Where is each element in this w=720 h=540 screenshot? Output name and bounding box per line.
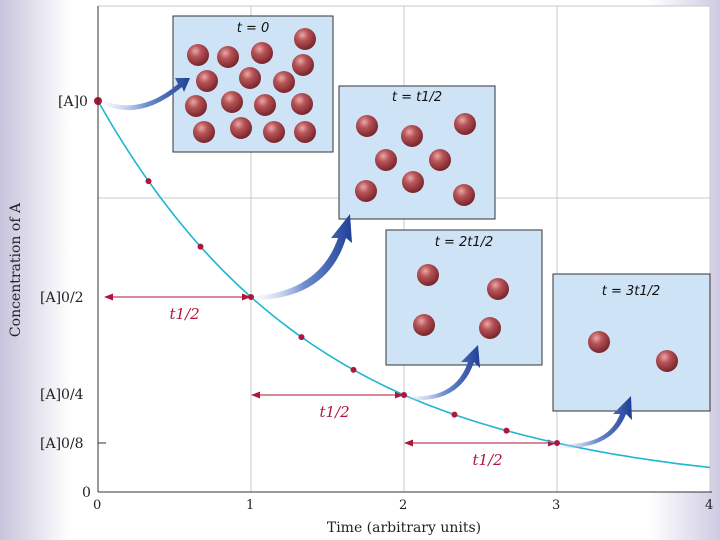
- snapshot-box-3t-half: t = 3t1/2: [552, 273, 711, 412]
- half-life-interval: t1/2: [404, 439, 557, 469]
- snapshot-label-t0: t = 0: [237, 21, 270, 36]
- snapshot-box-t-half: t = t1/2: [338, 85, 496, 220]
- arrow-to-t0: [102, 78, 190, 111]
- snapshot-label-2t-half: t = 2t1/2: [435, 235, 494, 250]
- curve-marker: [298, 334, 305, 341]
- half-life-interval: t1/2: [104, 293, 251, 323]
- half-life-interval: t1/2: [251, 391, 404, 421]
- curve-marker: [503, 427, 510, 434]
- particles-t-half: [355, 113, 476, 206]
- snapshot-box-2t-half: t = 2t1/2: [385, 229, 543, 366]
- x-tick-label-0: 0: [93, 498, 101, 513]
- y-axis-title: Concentration of A: [8, 202, 24, 337]
- curve-marker: [401, 392, 407, 398]
- curve-marker: [197, 243, 204, 250]
- curve-marker: [554, 440, 560, 446]
- x-axis-title: Time (arbitrary units): [327, 520, 481, 536]
- arrow-to-t-half: [256, 214, 352, 300]
- curve-marker: [350, 366, 357, 373]
- half-life-intervals: t1/2 t1/2 t1/2: [104, 293, 557, 469]
- curve-marker: [451, 411, 458, 418]
- curve-marker: [145, 178, 152, 185]
- y-tick-label-1: [A]0/2: [40, 290, 84, 306]
- x-tick-label-2: 2: [399, 498, 407, 513]
- particles-t0: [185, 28, 316, 143]
- arrow-to-3t-half: [560, 396, 632, 449]
- y-tick-label-0: [A]0: [58, 94, 88, 110]
- y-tick-label-2: [A]0/4: [40, 387, 84, 403]
- snapshot-arrows: [102, 78, 632, 449]
- arrow-to-2t-half: [408, 345, 480, 401]
- x-tick-label-4: 4: [705, 498, 713, 513]
- half-life-label: t1/2: [170, 305, 200, 323]
- particles-2t-half: [413, 264, 509, 339]
- snapshot-label-t-half: t = t1/2: [392, 90, 442, 105]
- x-tick-label-1: 1: [246, 498, 254, 513]
- curve-markers: [94, 97, 560, 446]
- half-life-label: t1/2: [320, 403, 350, 421]
- particles-3t-half: [588, 331, 678, 372]
- x-tick-label-3: 3: [552, 498, 560, 513]
- snapshot-box-t0: t = 0: [172, 15, 334, 153]
- y-tick-label-4: 0: [82, 485, 91, 501]
- snapshot-label-3t-half: t = 3t1/2: [602, 284, 661, 299]
- half-life-label: t1/2: [473, 451, 503, 469]
- curve-marker: [248, 294, 254, 300]
- y-tick-label-3: [A]0/8: [40, 436, 84, 452]
